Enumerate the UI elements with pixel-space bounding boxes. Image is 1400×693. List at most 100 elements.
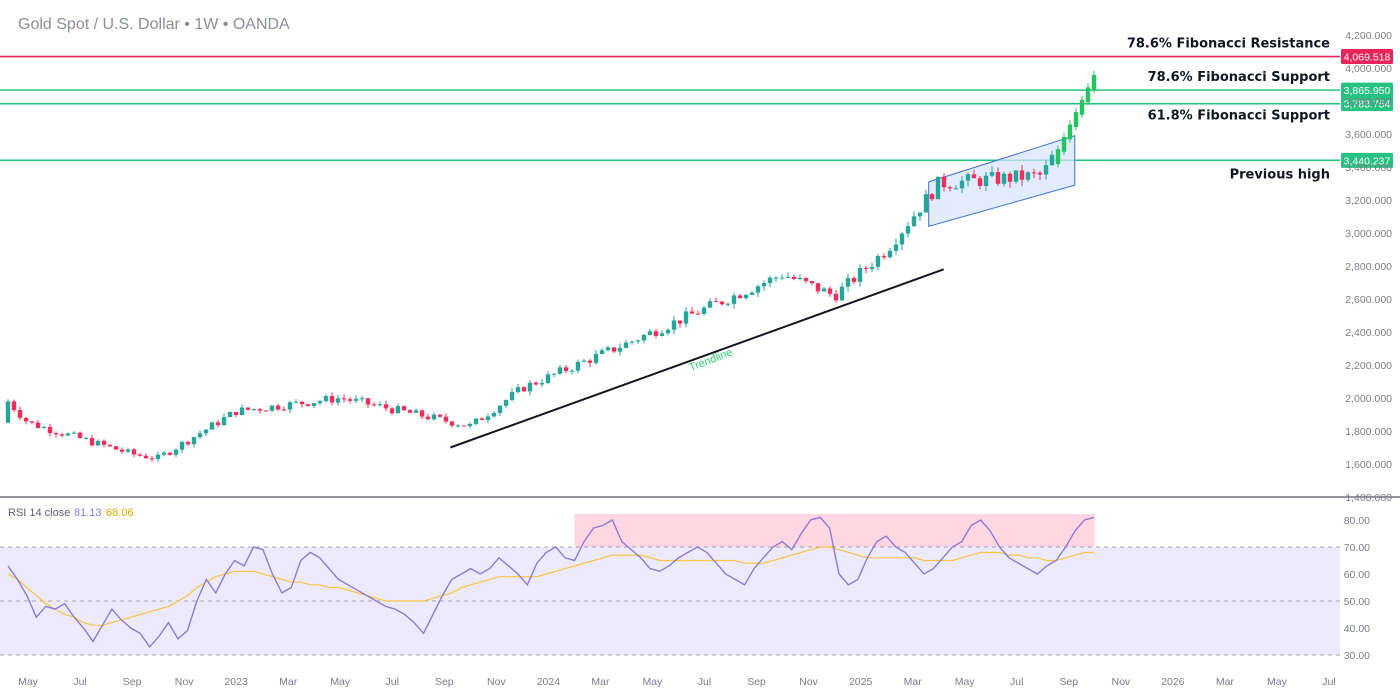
candle-body (383, 404, 389, 409)
candle-body (761, 282, 767, 287)
candle-body (209, 422, 215, 430)
rsi-overbought-zone (574, 514, 1095, 547)
candle-body (893, 244, 899, 251)
candle-body (821, 288, 827, 292)
candle-body (473, 418, 479, 424)
candle-body (659, 333, 665, 337)
candle-body (317, 401, 323, 404)
candle-body (341, 398, 347, 400)
rsi-legend-label: RSI 14 close (8, 507, 70, 519)
candle-body (617, 347, 623, 352)
candle-body (647, 331, 653, 336)
level-price-badge-text: 3,440.237 (1344, 155, 1391, 167)
candle-body (977, 178, 983, 186)
rsi-axis-tick: 50.00 (1344, 596, 1370, 608)
candle-body (479, 418, 485, 420)
candle-body (509, 392, 515, 401)
price-axis-tick: 2,000.000 (1345, 393, 1392, 405)
candle-body (965, 174, 971, 181)
trendline[interactable] (450, 268, 945, 449)
time-axis-tick: 2023 (224, 676, 248, 688)
price-axis-tick: 3,400.000 (1345, 162, 1392, 174)
time-axis-tick: Jul (1322, 676, 1335, 688)
candle-body (17, 410, 23, 418)
price-axis-tick: 3,000.000 (1345, 228, 1392, 240)
candle-body (569, 370, 575, 372)
level-label: 78.6% Fibonacci Support (1148, 70, 1330, 85)
candle-body (731, 295, 737, 304)
candle-body (671, 320, 677, 330)
candle-body (1025, 172, 1031, 180)
candle-body (491, 413, 497, 417)
level-price-badge (1341, 152, 1393, 168)
candle-body (665, 329, 671, 334)
candle-body (323, 396, 329, 402)
candle-body (173, 449, 179, 455)
candle-body (545, 374, 551, 384)
price-axis-tick: 4,200.000 (1345, 30, 1392, 42)
candle-body (815, 283, 821, 292)
candle-body (539, 383, 545, 385)
candle-body (299, 401, 305, 405)
candle-body (1055, 149, 1061, 165)
candle-body (1019, 170, 1025, 180)
candle-body (275, 405, 281, 410)
level-price-badge-text: 3,865.950 (1344, 85, 1391, 97)
candle-body (779, 277, 785, 279)
level-label: 78.6% Fibonacci Resistance (1127, 37, 1330, 52)
candle-body (995, 172, 1001, 184)
candle-body (1049, 154, 1055, 166)
level-price-badge (1341, 96, 1393, 112)
candle-body (71, 432, 77, 434)
candle-body (521, 387, 527, 392)
candle-body (941, 176, 947, 188)
candle-body (407, 410, 413, 413)
price-axis-tick: 2,200.000 (1345, 360, 1392, 372)
rsi-axis-tick: 40.00 (1344, 623, 1370, 635)
candle-body (395, 406, 401, 414)
candle-body (581, 360, 587, 362)
candle-body (455, 425, 461, 427)
candle-body (1013, 170, 1019, 182)
level-price-badge (1341, 82, 1393, 98)
candle-body (305, 404, 311, 406)
candle-body (851, 278, 857, 282)
time-axis-tick: Mar (904, 676, 923, 688)
price-axis-tick: 3,800.000 (1345, 96, 1392, 108)
candle-body (683, 311, 689, 324)
rsi-axis-tick: 70.00 (1344, 542, 1370, 554)
candle-body (257, 409, 263, 411)
candle-body (527, 382, 533, 392)
candle-body (905, 226, 911, 234)
candle-body (947, 187, 953, 189)
candle-body (401, 406, 407, 411)
candle-body (857, 267, 863, 282)
candle-body (35, 422, 41, 429)
price-axis-tick: 2,400.000 (1345, 327, 1392, 339)
candle-body (551, 373, 557, 375)
time-axis-tick: Sep (747, 676, 766, 688)
time-axis-tick: May (18, 676, 39, 688)
candle-body (23, 417, 29, 422)
candle-body (77, 432, 83, 439)
candle-body (197, 433, 203, 438)
candle-body (251, 409, 257, 411)
candle-body (587, 360, 593, 363)
time-axis-tick: Mar (591, 676, 610, 688)
candle-body (737, 295, 743, 299)
candle-body (191, 437, 197, 445)
time-axis-tick: Nov (1111, 676, 1130, 688)
candle-body (425, 416, 431, 420)
time-axis-tick: Sep (435, 676, 454, 688)
candle-body (485, 416, 491, 420)
candle-body (233, 412, 239, 416)
rsi-axis-tick: 80.00 (1344, 515, 1370, 527)
candle-body (95, 440, 101, 446)
candle-body (845, 278, 851, 287)
candle-body (281, 409, 287, 411)
level-price-badge (1341, 49, 1393, 65)
candle-body (575, 361, 581, 371)
candle-body (923, 194, 929, 213)
candle-body (1007, 173, 1013, 182)
